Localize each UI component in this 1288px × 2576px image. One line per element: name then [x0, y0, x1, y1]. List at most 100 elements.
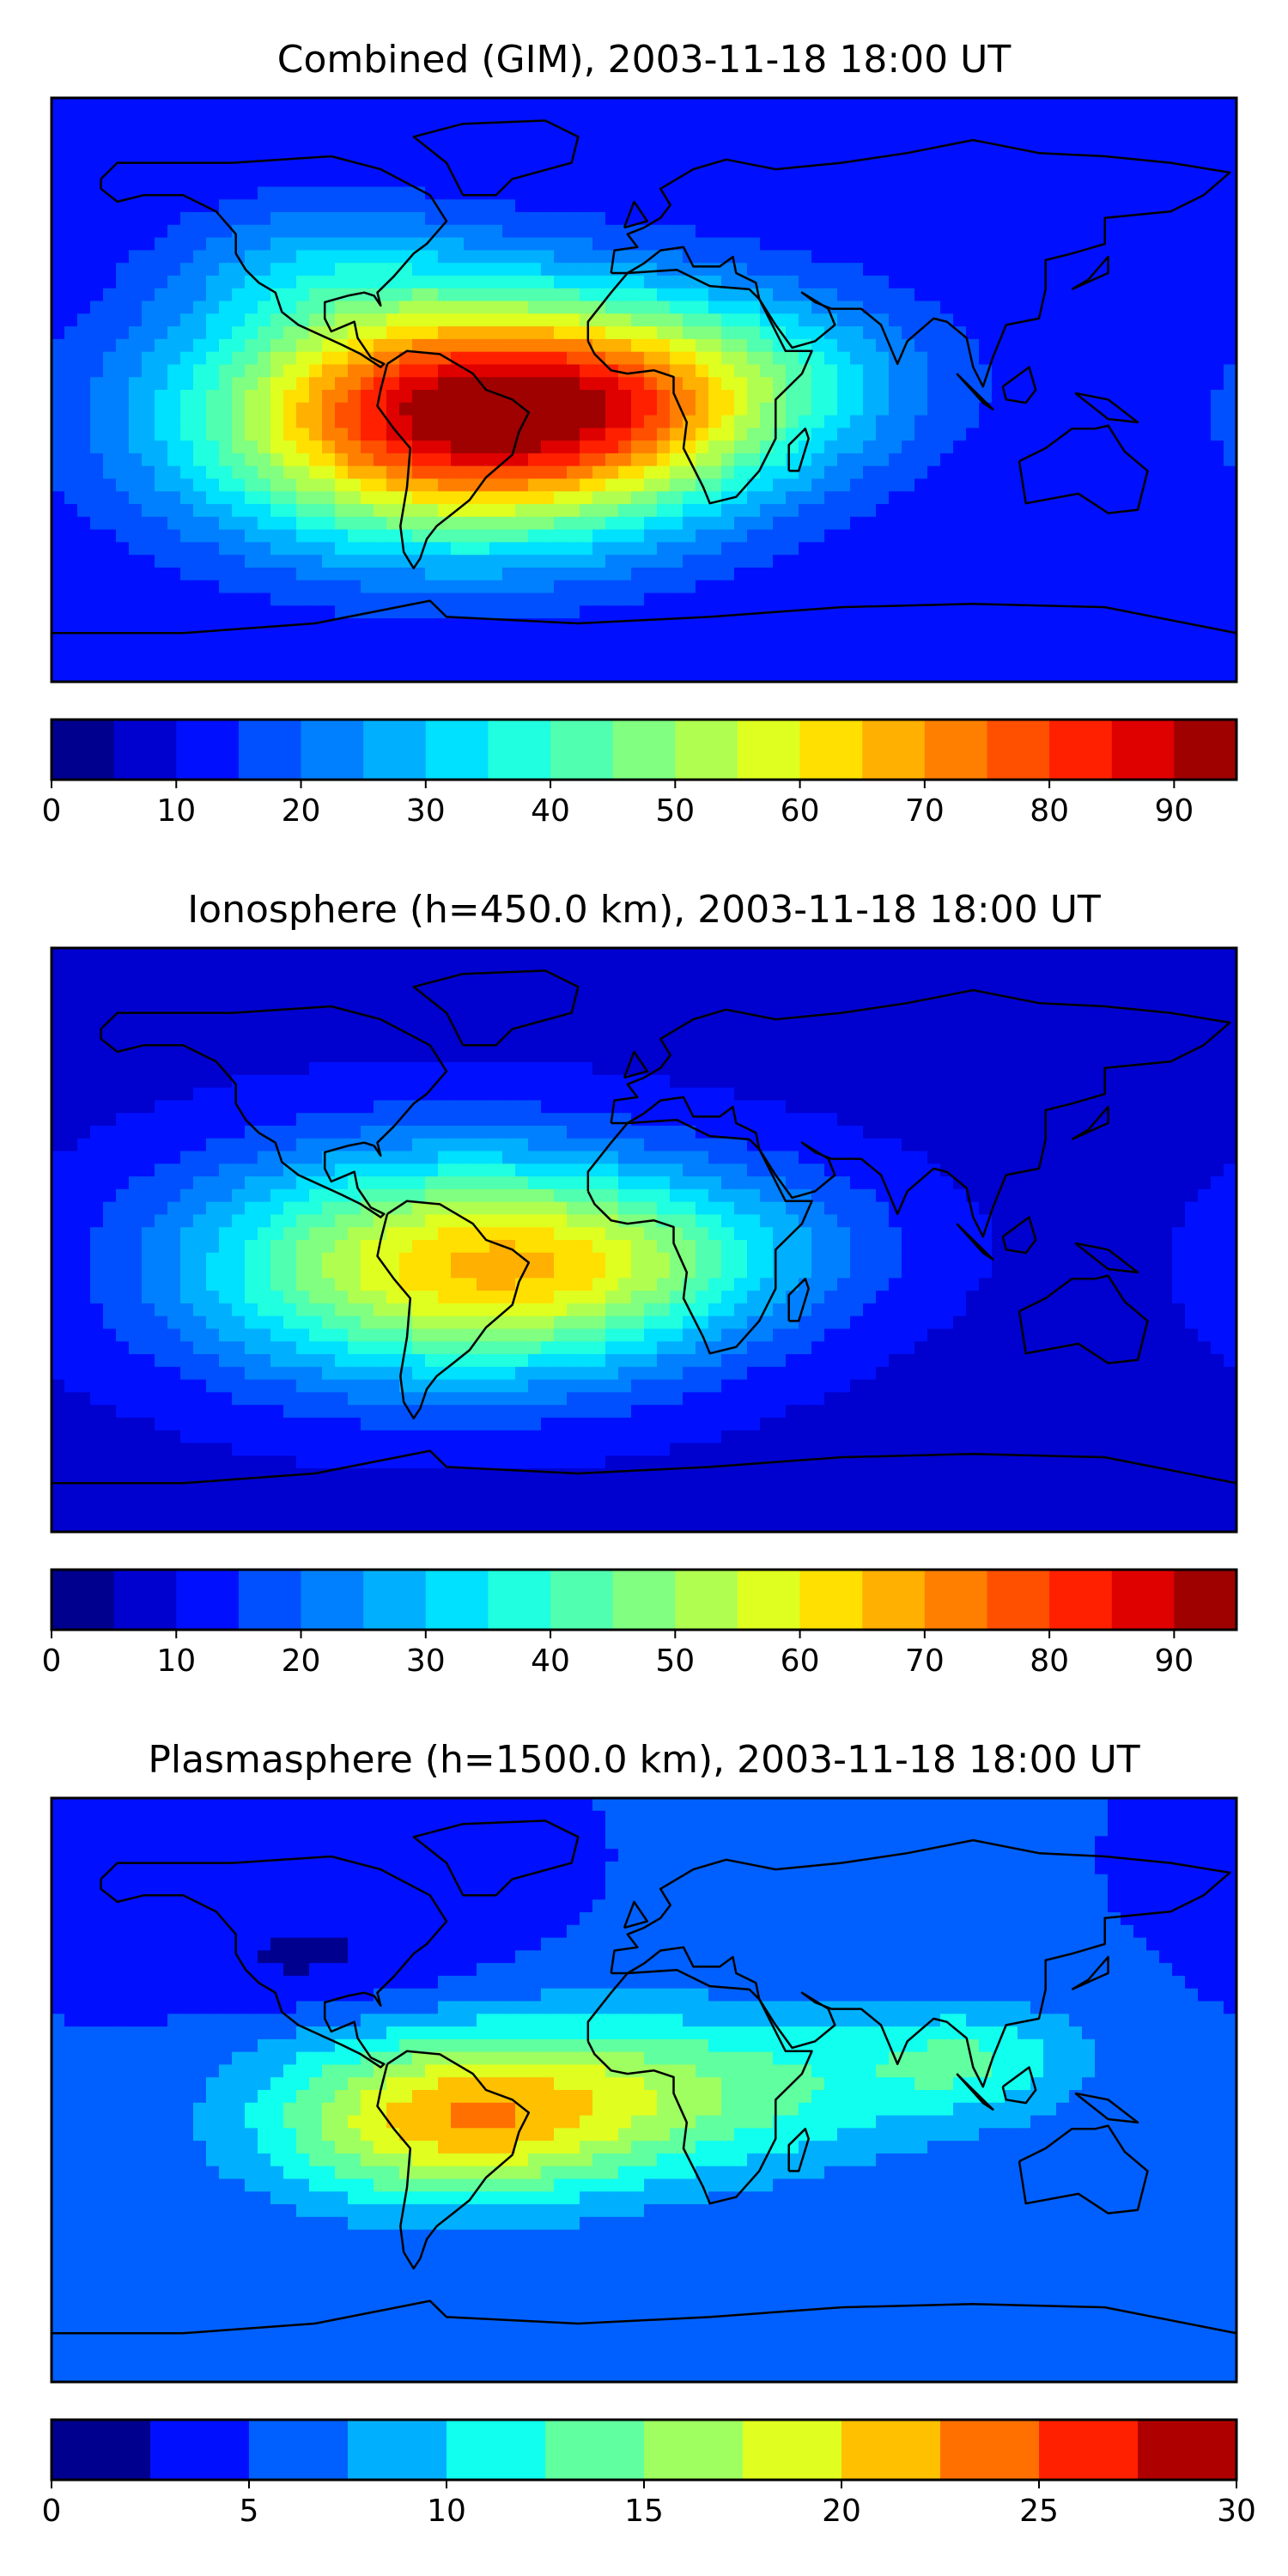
- field-cell: [322, 263, 336, 276]
- field-cell: [734, 986, 748, 999]
- field-cell: [167, 136, 181, 149]
- field-cell: [180, 618, 194, 632]
- field-cell: [438, 402, 452, 416]
- field-cell: [180, 1011, 194, 1025]
- field-cell: [142, 669, 155, 682]
- field-cell: [167, 275, 181, 289]
- field-cell: [1133, 110, 1147, 125]
- field-cell: [1146, 1011, 1160, 1025]
- field-cell: [953, 643, 967, 658]
- field-cell: [438, 986, 452, 999]
- field-cell: [1030, 326, 1044, 340]
- field-cell: [876, 580, 890, 594]
- field-cell: [1198, 212, 1212, 226]
- field-cell: [1211, 948, 1224, 962]
- field-cell: [103, 326, 117, 340]
- field-cell: [760, 237, 774, 251]
- field-cell: [477, 973, 490, 987]
- field-cell: [683, 338, 696, 353]
- field-cell: [721, 478, 735, 492]
- field-cell: [477, 326, 490, 340]
- field-cell: [657, 250, 671, 264]
- field-cell: [502, 529, 516, 543]
- field-cell: [193, 504, 207, 518]
- field-cell: [1018, 555, 1031, 568]
- field-cell: [580, 351, 593, 366]
- field-cell: [927, 948, 941, 962]
- field-cell: [940, 173, 954, 188]
- field-cell: [528, 224, 542, 239]
- field-cell: [992, 440, 1005, 454]
- field-cell: [1172, 237, 1186, 251]
- field-cell: [386, 110, 400, 125]
- field-cell: [322, 415, 336, 428]
- field-cell: [1224, 630, 1236, 645]
- field-cell: [1211, 529, 1224, 543]
- field-cell: [927, 326, 941, 340]
- field-cell: [837, 440, 851, 454]
- field-cell: [142, 110, 155, 125]
- field-cell: [670, 364, 683, 378]
- field-cell: [464, 580, 477, 594]
- field-cell: [245, 618, 258, 632]
- field-cell: [193, 288, 207, 302]
- field-cell: [657, 136, 671, 149]
- field-cell: [489, 326, 503, 340]
- field-cell: [116, 136, 130, 149]
- field-cell: [477, 618, 490, 632]
- field-cell: [477, 351, 490, 366]
- field-cell: [760, 351, 774, 366]
- field-cell: [799, 669, 812, 682]
- field-cell: [412, 301, 426, 314]
- field-cell: [77, 453, 91, 467]
- field-cell: [180, 948, 194, 962]
- field-cell: [258, 275, 271, 289]
- field-cell: [1108, 567, 1121, 581]
- field-cell: [953, 542, 967, 556]
- field-cell: [52, 237, 65, 251]
- field-cell: [618, 542, 632, 556]
- field-cell: [52, 402, 65, 416]
- field-cell: [1095, 250, 1109, 264]
- field-cell: [477, 364, 490, 378]
- field-cell: [747, 643, 761, 658]
- field-cell: [464, 986, 477, 999]
- field-cell: [966, 212, 980, 226]
- field-cell: [708, 592, 722, 606]
- field-cell: [760, 415, 774, 428]
- field-cell: [824, 199, 838, 213]
- field-cell: [270, 326, 284, 340]
- field-cell: [489, 288, 503, 302]
- field-cell: [296, 212, 310, 226]
- field-cell: [914, 478, 928, 492]
- field-cell: [850, 567, 864, 581]
- field-cell: [90, 605, 104, 619]
- field-cell: [412, 669, 426, 682]
- field-cell: [438, 973, 452, 987]
- field-cell: [502, 491, 516, 505]
- field-cell: [438, 605, 452, 619]
- field-cell: [618, 110, 632, 125]
- field-cell: [245, 415, 258, 428]
- field-cell: [399, 592, 413, 606]
- field-cell: [155, 1011, 168, 1025]
- field-cell: [322, 338, 336, 353]
- field-cell: [644, 338, 658, 353]
- coastline: [100, 155, 448, 368]
- field-cell: [322, 465, 336, 480]
- field-cell: [515, 656, 529, 670]
- field-cell: [335, 669, 349, 682]
- field-cell: [477, 440, 490, 454]
- field-cell: [296, 605, 310, 619]
- field-cell: [927, 313, 941, 327]
- field-cell: [477, 173, 490, 188]
- field-cell: [889, 402, 902, 416]
- field-cell: [811, 237, 825, 251]
- field-cell: [670, 960, 683, 975]
- field-cell: [837, 338, 851, 353]
- field-cell: [721, 1036, 735, 1050]
- coastline: [787, 428, 810, 472]
- field-cell: [850, 364, 864, 378]
- field-cell: [1030, 618, 1044, 632]
